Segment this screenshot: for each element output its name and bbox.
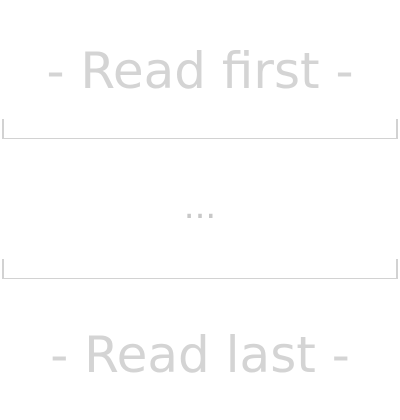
read-first-label: - Read first - — [46, 42, 354, 100]
ellipsis-separator: ... — [183, 187, 217, 227]
bottom-divider-rule — [2, 259, 398, 279]
read-last-label: - Read last - — [50, 326, 350, 384]
top-divider-rule — [2, 119, 398, 139]
